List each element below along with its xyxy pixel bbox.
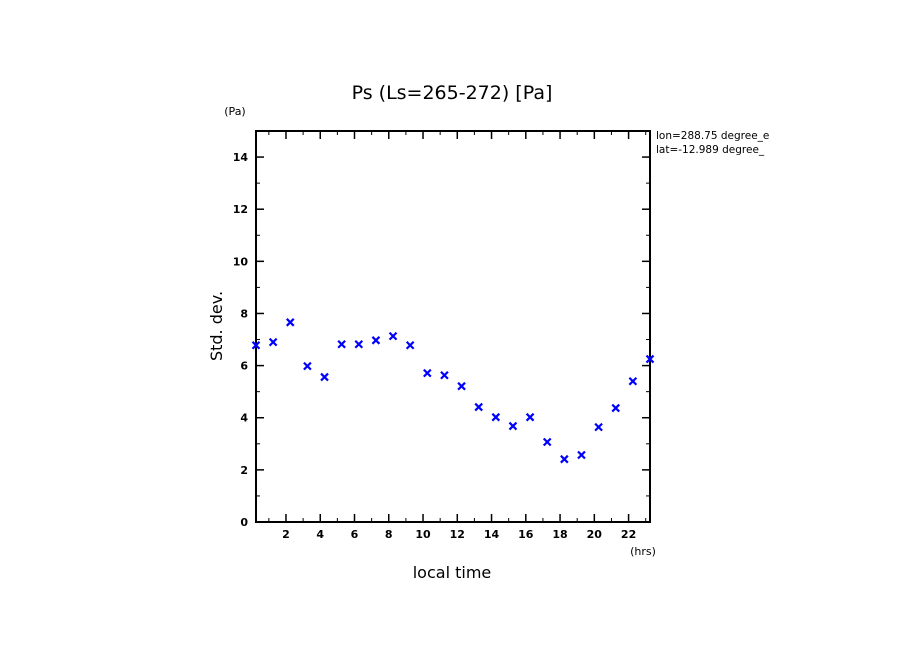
y-tick-label: 12	[233, 203, 248, 216]
annotation-clip	[780, 125, 904, 160]
chart-title: Ps (Ls=265-272) [Pa]	[352, 82, 553, 104]
data-point	[525, 412, 535, 422]
x-tick-label: 12	[450, 528, 465, 541]
data-point	[371, 336, 381, 345]
data-point	[440, 370, 449, 380]
y-tick-label: 4	[240, 412, 248, 425]
data-point	[611, 403, 621, 413]
data-point	[320, 372, 329, 382]
x-tick-label: 8	[385, 528, 393, 541]
data-point	[645, 354, 655, 364]
y-axis-label: Std. dev.	[207, 291, 226, 361]
x-tick-label: 22	[621, 528, 636, 541]
data-point	[251, 340, 261, 350]
y-tick-label: 14	[233, 151, 249, 164]
annotation-lat: lat=-12.989 degree_	[656, 144, 765, 156]
data-point	[405, 340, 415, 350]
y-tick-label: 2	[240, 464, 248, 477]
x-tick-label: 2	[282, 528, 290, 541]
x-tick-label: 6	[351, 528, 359, 541]
x-tick-label: 20	[587, 528, 603, 541]
data-point	[337, 339, 346, 349]
x-axis-label: local time	[413, 563, 492, 582]
data-point	[423, 368, 432, 378]
data-point	[474, 402, 483, 412]
data-point	[268, 337, 278, 347]
plot-frame	[255, 130, 651, 523]
data-point	[577, 450, 586, 460]
y-tick-label: 8	[240, 307, 248, 320]
data-point	[594, 422, 603, 432]
data-point	[303, 361, 312, 371]
x-tick-label: 10	[415, 528, 431, 541]
x-unit-label: (hrs)	[630, 545, 656, 558]
x-tick-label: 18	[552, 528, 567, 541]
x-tick-label: 14	[484, 528, 500, 541]
y-unit-label: (Pa)	[224, 105, 245, 118]
data-point	[354, 339, 364, 349]
data-point	[508, 421, 518, 431]
x-tick-label: 4	[316, 528, 324, 541]
y-tick-label: 6	[240, 360, 248, 373]
data-point	[457, 381, 466, 391]
y-tick-label: 0	[240, 516, 248, 529]
data-point	[388, 331, 398, 341]
data-point	[560, 454, 569, 464]
annotation-lon: lon=288.75 degree_e	[656, 130, 769, 142]
x-tick-label: 16	[518, 528, 534, 541]
data-point	[628, 376, 638, 386]
y-tick-label: 10	[233, 255, 249, 268]
data-point	[542, 437, 552, 447]
data-point	[491, 412, 501, 422]
data-point	[285, 318, 295, 327]
